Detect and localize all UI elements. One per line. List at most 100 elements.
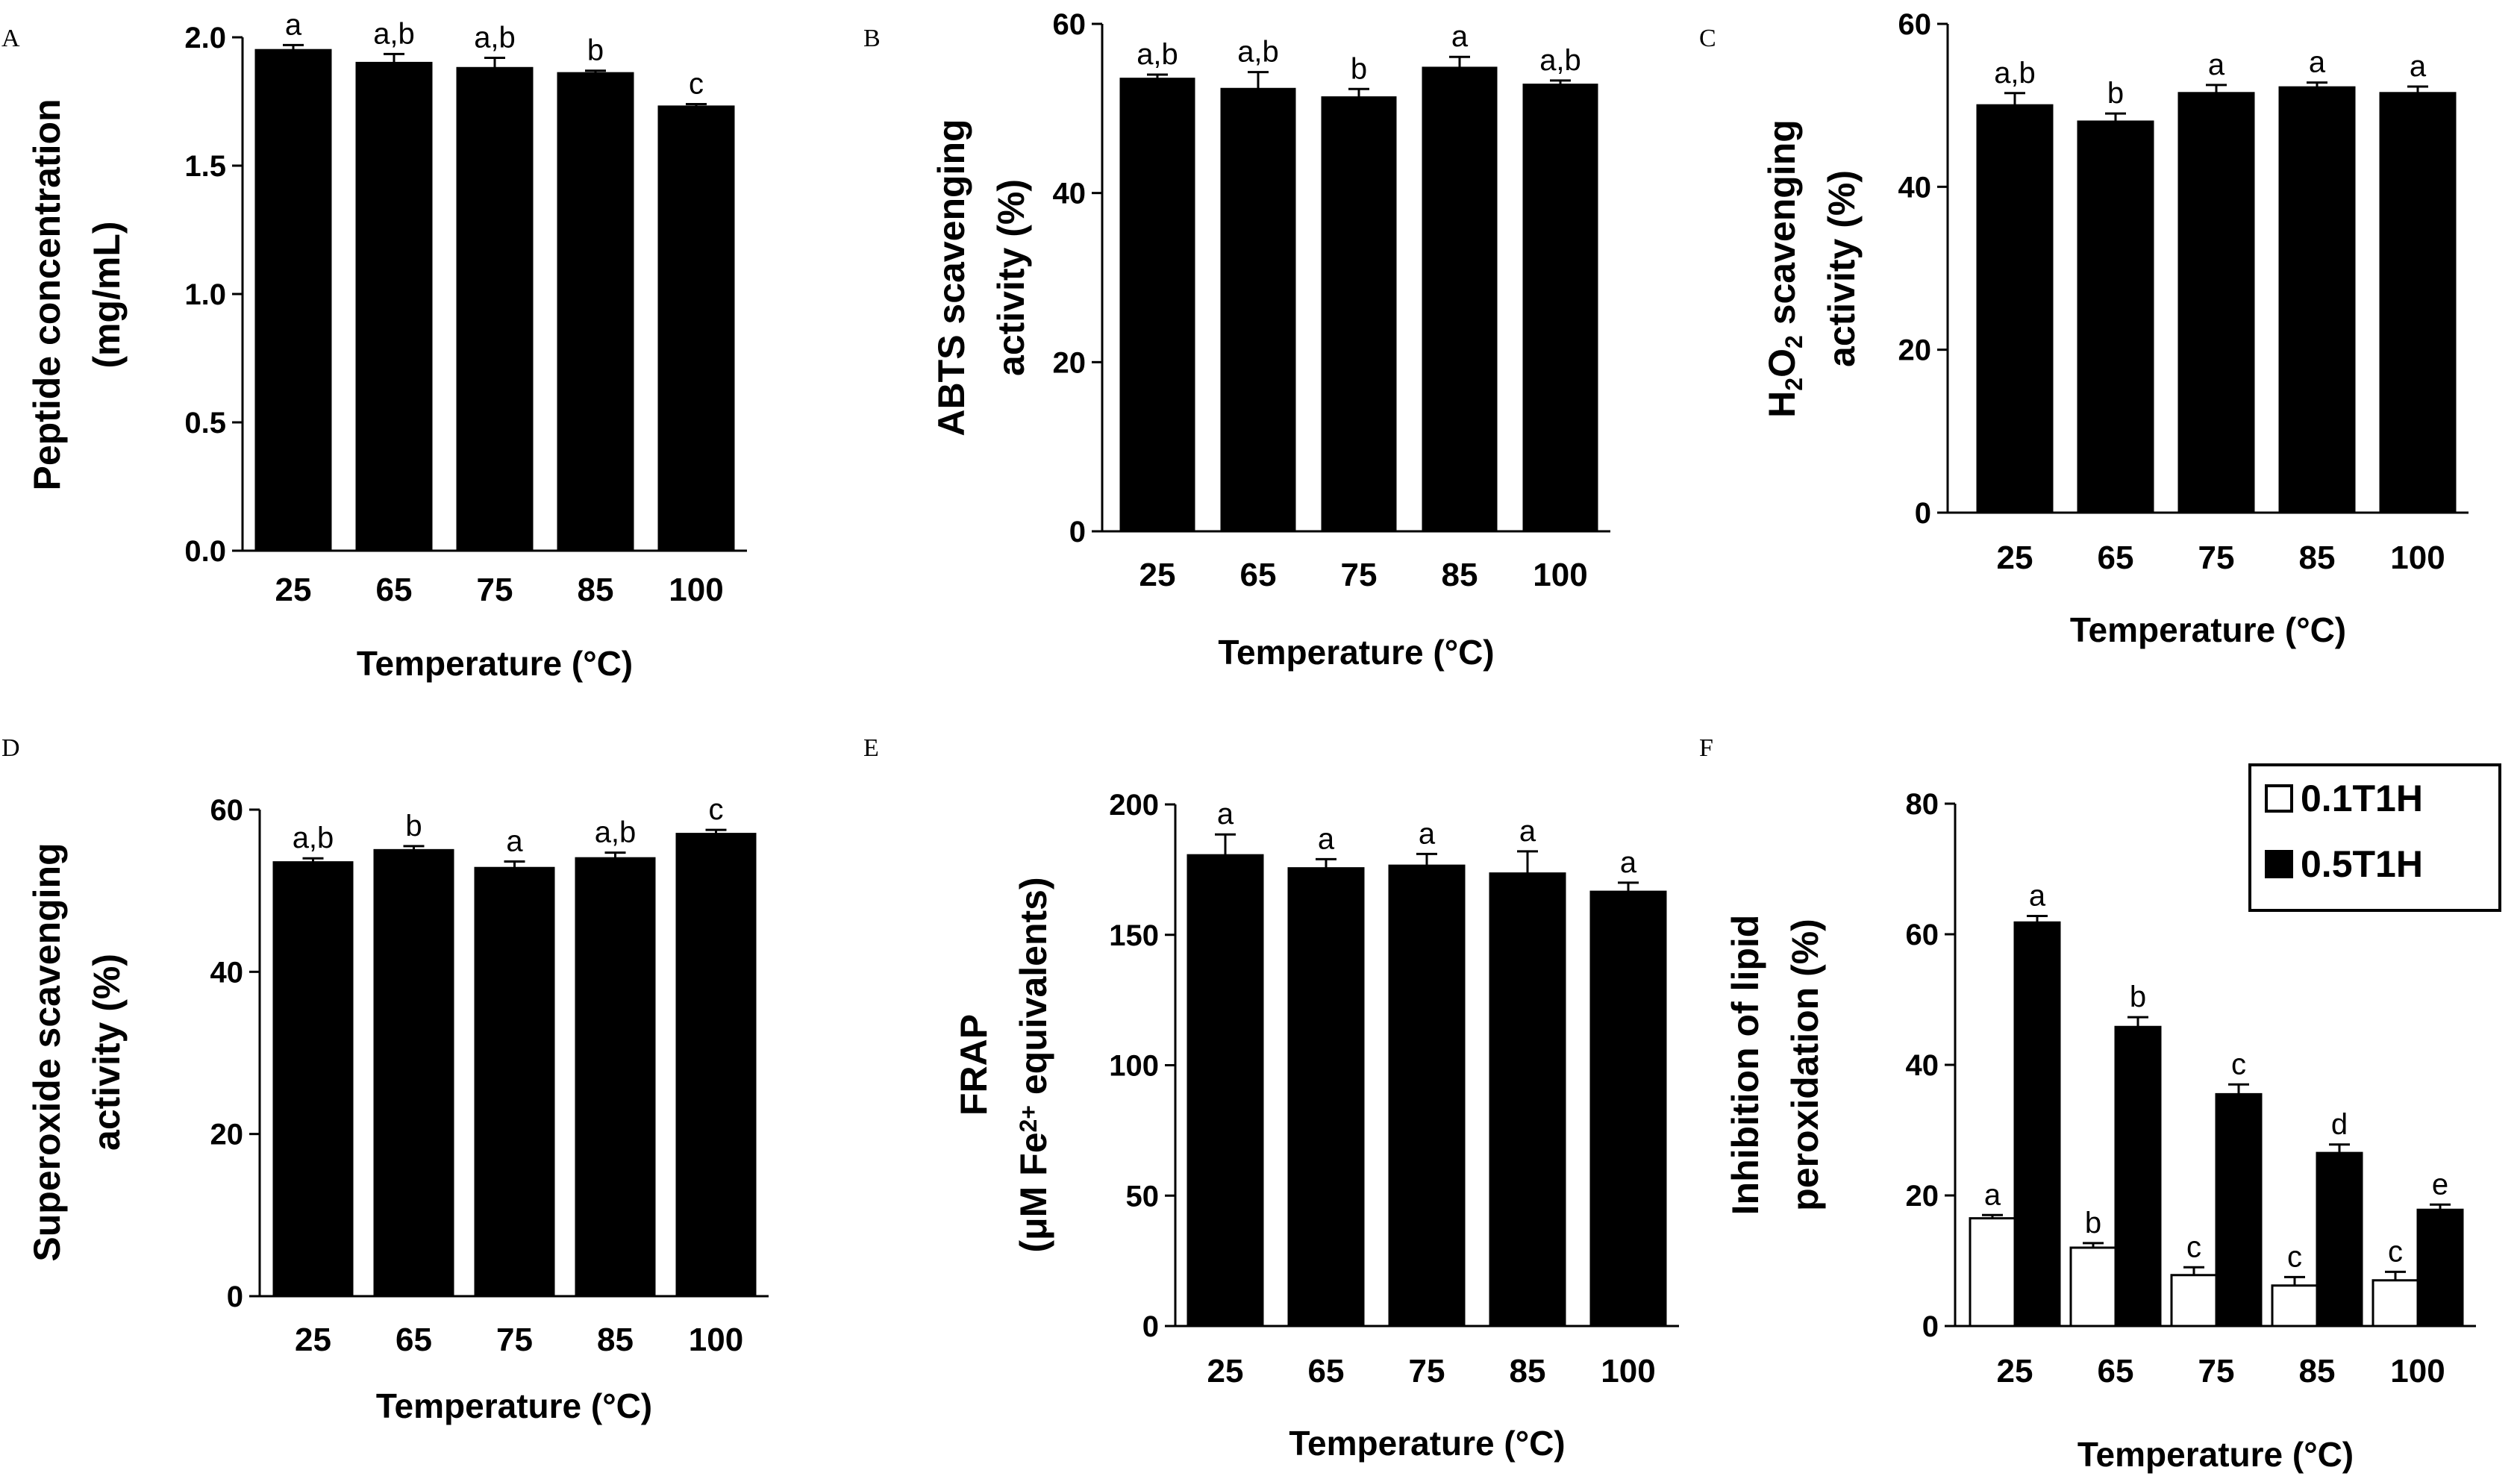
x-axis-title: Temperature (°C) xyxy=(376,1386,652,1425)
y-tick-label: 40 xyxy=(1053,178,1087,210)
y-tick-label: 20 xyxy=(1906,1180,1939,1213)
y-tick-label: 80 xyxy=(1906,788,1939,821)
significance-label: a,b xyxy=(595,816,637,849)
chart-panel-B: B 0 20 40 60 a,b a,b b a a,b 25 65 75 85 100 Temperatur… xyxy=(863,8,1610,672)
bar xyxy=(2077,120,2154,514)
x-tick-label: 75 xyxy=(1341,557,1378,593)
significance-label: a,b xyxy=(474,22,516,54)
x-tick-label: 25 xyxy=(295,1322,331,1358)
y-tick-label: 20 xyxy=(210,1119,244,1151)
bar xyxy=(2316,1151,2363,1328)
x-tick-label: 25 xyxy=(1139,557,1176,593)
legend-label: 0.5T1H xyxy=(2301,843,2423,885)
bar xyxy=(2069,1246,2117,1328)
chart-panel-E: E 0 50 100 150 200 a a a a a 25 65 75 85 100 Temperature… xyxy=(863,734,1679,1463)
bar xyxy=(355,61,433,552)
y-axis-title-line: Inhibition of lipid xyxy=(1725,915,1766,1216)
bar xyxy=(657,105,735,552)
panel-letter: B xyxy=(863,25,881,52)
panel-letter: C xyxy=(1699,25,1716,52)
y-axis-title-line: FRAP xyxy=(953,1014,995,1116)
y-tick-label: 40 xyxy=(1906,1049,1939,1082)
y-tick-label: 1.0 xyxy=(184,278,226,311)
x-axis-title: Temperature (°C) xyxy=(357,644,633,683)
bar xyxy=(2379,92,2457,514)
x-tick-label: 65 xyxy=(1240,557,1277,593)
y-tick-label: 60 xyxy=(1906,919,1939,951)
chart-panel-F: F 0 20 40 60 80 a b c c c a b c d e 25 65 75 85 100 Temperatu… xyxy=(1699,734,2501,1474)
significance-label: a xyxy=(1451,20,1469,53)
x-tick-label: 85 xyxy=(2299,1353,2336,1389)
bar xyxy=(1388,864,1466,1328)
bar xyxy=(1589,890,1667,1328)
y-tick-label: 40 xyxy=(1898,171,1932,204)
bar xyxy=(575,857,656,1298)
x-tick-label: 75 xyxy=(2198,540,2235,576)
bar xyxy=(1969,1217,2016,1328)
bar xyxy=(2170,1274,2218,1328)
bar xyxy=(2278,86,2356,514)
y-tick-label: 0 xyxy=(1142,1310,1159,1343)
significance-label: c xyxy=(689,67,704,100)
bar xyxy=(2271,1284,2319,1328)
x-tick-label: 65 xyxy=(376,572,413,608)
bar xyxy=(2177,92,2255,514)
significance-label: c xyxy=(2388,1235,2403,1268)
y-tick-label: 60 xyxy=(1053,8,1087,41)
bar xyxy=(2013,921,2061,1328)
x-tick-label: 25 xyxy=(1997,1353,2033,1389)
bar xyxy=(373,848,454,1298)
bar xyxy=(1220,87,1296,533)
significance-label: a xyxy=(2410,50,2427,83)
y-axis-title-line: Peptide concentration xyxy=(26,99,68,490)
significance-label: b xyxy=(1351,52,1367,85)
y-axis-title-line: Superoxide scavenging xyxy=(26,842,68,1261)
y-axis-title-line: H2O2 scavenging xyxy=(1761,119,1807,418)
x-tick-label: 75 xyxy=(496,1322,533,1358)
bar xyxy=(474,866,555,1298)
significance-label: a xyxy=(2208,49,2225,81)
y-tick-label: 0 xyxy=(1915,497,1931,530)
significance-label: b xyxy=(2085,1207,2101,1239)
bar xyxy=(272,861,354,1298)
x-tick-label: 65 xyxy=(1308,1353,1345,1389)
bar xyxy=(2114,1025,2162,1328)
bar xyxy=(2372,1279,2419,1328)
x-tick-label: 100 xyxy=(2390,1353,2445,1389)
bar xyxy=(2416,1208,2464,1328)
y-tick-label: 60 xyxy=(1898,8,1932,41)
significance-label: a,b xyxy=(1994,57,2036,90)
x-tick-label: 100 xyxy=(669,572,723,608)
y-tick-label: 20 xyxy=(1898,334,1932,367)
panel-letter: A xyxy=(1,25,20,52)
x-tick-label: 25 xyxy=(1207,1353,1244,1389)
bar xyxy=(1489,872,1566,1328)
bar xyxy=(1119,78,1195,533)
significance-label: c xyxy=(2287,1240,2302,1273)
bar xyxy=(1976,104,2054,514)
significance-label: b xyxy=(2107,77,2124,110)
x-axis-title: Temperature (°C) xyxy=(1289,1424,1565,1463)
bar xyxy=(1422,66,1498,533)
y-tick-label: 150 xyxy=(1109,919,1159,952)
significance-label: b xyxy=(2130,981,2146,1013)
significance-label: a xyxy=(1217,798,1234,831)
y-axis-title-line: peroxidation (%) xyxy=(1784,919,1826,1211)
y-tick-label: 40 xyxy=(210,956,244,989)
significance-label: c xyxy=(2231,1048,2246,1081)
significance-label: a xyxy=(1318,822,1335,855)
bar xyxy=(1287,867,1365,1328)
significance-label: a,b xyxy=(1136,38,1178,71)
y-axis-title-line: (μM Fe2+ equivalents) xyxy=(1013,877,1054,1252)
x-tick-label: 85 xyxy=(578,572,614,608)
x-tick-label: 85 xyxy=(1442,557,1478,593)
significance-label: a xyxy=(285,8,302,41)
panel-letter: F xyxy=(1699,734,1713,762)
legend-swatch xyxy=(2265,784,2293,813)
y-tick-label: 1.5 xyxy=(184,150,226,183)
x-tick-label: 75 xyxy=(477,572,513,608)
y-tick-label: 200 xyxy=(1109,789,1159,822)
y-tick-label: 20 xyxy=(1053,346,1087,379)
y-axis-title-line: activity (%) xyxy=(1821,170,1863,367)
bar xyxy=(254,49,332,552)
